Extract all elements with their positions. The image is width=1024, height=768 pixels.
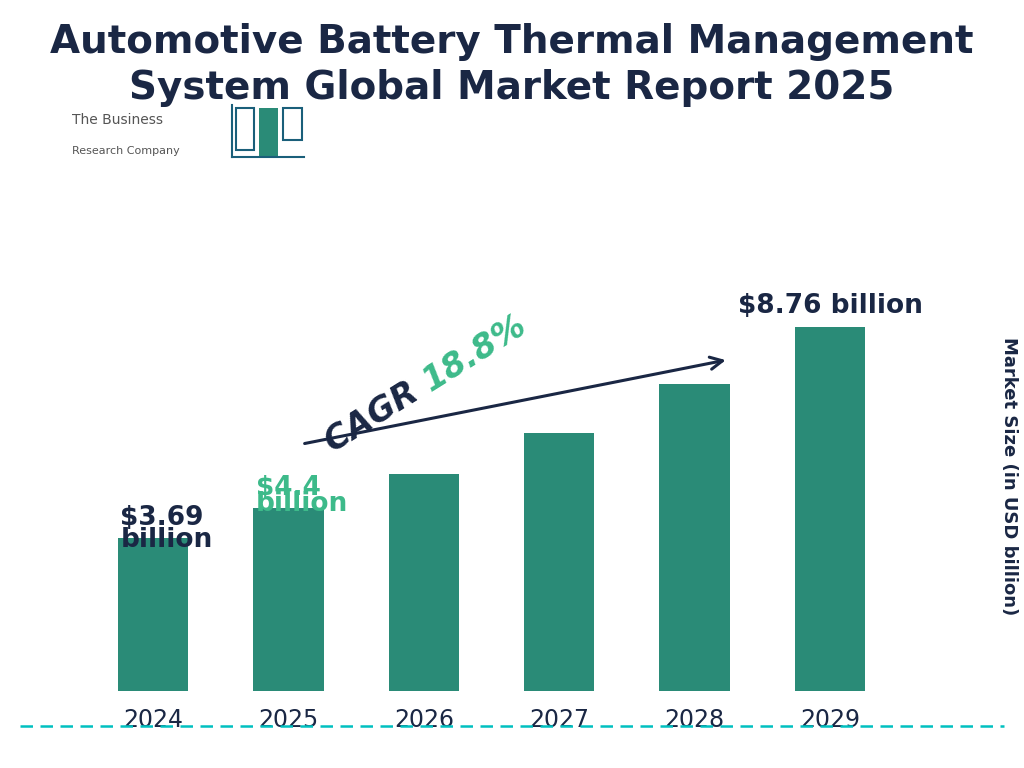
Text: Automotive Battery Thermal Management
System Global Market Report 2025: Automotive Battery Thermal Management Sy… xyxy=(50,23,974,107)
Text: billion: billion xyxy=(256,492,348,518)
Text: 18.8%: 18.8% xyxy=(417,308,532,398)
Bar xyxy=(253,508,324,691)
Bar xyxy=(118,538,188,691)
Text: Market Size (in USD billion): Market Size (in USD billion) xyxy=(999,337,1018,615)
Bar xyxy=(795,326,865,691)
Text: $3.69: $3.69 xyxy=(121,505,204,531)
Text: $8.76 billion: $8.76 billion xyxy=(737,293,923,319)
Bar xyxy=(659,384,730,691)
Text: billion: billion xyxy=(121,528,213,554)
Bar xyxy=(524,433,595,691)
Bar xyxy=(388,474,459,691)
Text: $4.4: $4.4 xyxy=(256,475,321,501)
Text: The Business: The Business xyxy=(72,113,163,127)
Text: CAGR: CAGR xyxy=(318,369,434,458)
Text: Research Company: Research Company xyxy=(72,146,179,156)
